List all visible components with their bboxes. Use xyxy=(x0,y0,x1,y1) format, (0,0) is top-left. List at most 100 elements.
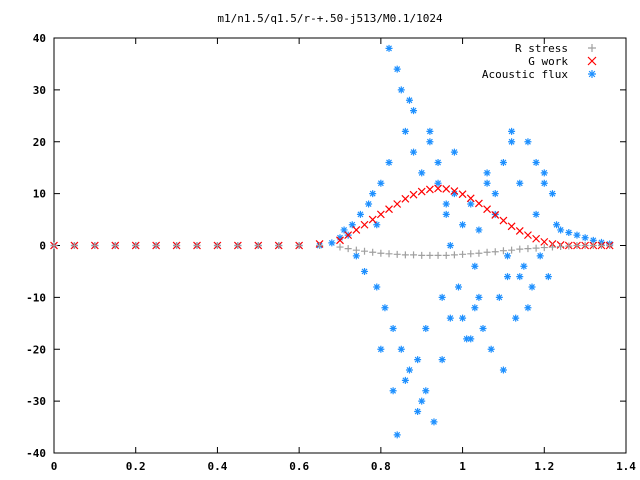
data-point xyxy=(418,251,426,259)
series-r-stress xyxy=(50,242,614,259)
data-point xyxy=(369,190,377,198)
data-point xyxy=(471,262,479,270)
data-point xyxy=(373,283,381,291)
data-point xyxy=(532,234,541,243)
data-point xyxy=(377,249,385,257)
data-point xyxy=(132,242,140,249)
data-point xyxy=(389,325,397,332)
data-point xyxy=(536,252,544,260)
data-point xyxy=(512,314,520,322)
data-point xyxy=(295,242,303,249)
data-point xyxy=(528,283,536,291)
data-point xyxy=(193,242,201,249)
x-tick-label: 0.2 xyxy=(126,460,146,473)
x-tick-label: 0 xyxy=(51,460,58,473)
data-point xyxy=(450,148,458,156)
data-point xyxy=(507,222,516,231)
chart-title: m1/n1.5/q1.5/r-+.50-j513/M0.1/1024 xyxy=(217,12,443,25)
data-point xyxy=(377,179,385,187)
data-point xyxy=(458,190,467,199)
legend-marker xyxy=(588,70,596,78)
data-point xyxy=(483,179,491,187)
data-point xyxy=(467,335,475,343)
series-acoustic-flux xyxy=(50,44,614,439)
data-point xyxy=(459,221,467,229)
y-tick-label: -20 xyxy=(26,343,46,356)
data-point xyxy=(405,96,413,104)
data-point xyxy=(581,234,589,242)
x-tick-label: 1.2 xyxy=(534,460,554,473)
data-point xyxy=(532,159,540,166)
data-point xyxy=(152,242,160,249)
data-point xyxy=(467,250,475,258)
data-point xyxy=(434,179,442,187)
data-point xyxy=(340,226,348,234)
data-point xyxy=(368,215,377,224)
x-tick-label: 1 xyxy=(459,460,466,473)
data-point xyxy=(463,335,471,343)
data-point xyxy=(91,242,99,249)
data-point xyxy=(483,169,491,177)
data-point xyxy=(405,366,413,374)
legend-marker xyxy=(587,56,597,66)
y-tick-label: 40 xyxy=(33,32,46,45)
data-point xyxy=(369,248,377,256)
data-point xyxy=(352,246,360,254)
data-point xyxy=(499,366,507,374)
x-tick-label: 0.4 xyxy=(207,460,227,473)
data-point xyxy=(495,293,503,301)
data-point xyxy=(434,251,442,259)
data-point xyxy=(422,387,430,395)
data-point xyxy=(597,242,605,249)
data-point xyxy=(336,236,344,245)
data-point xyxy=(589,236,597,244)
data-point xyxy=(504,252,512,260)
data-point xyxy=(475,293,483,301)
data-point xyxy=(516,273,524,281)
data-point xyxy=(573,242,581,249)
data-point xyxy=(540,169,548,177)
data-point xyxy=(173,242,181,249)
data-point xyxy=(499,247,507,255)
data-point xyxy=(499,216,508,225)
data-point xyxy=(422,325,430,332)
data-point xyxy=(401,127,409,135)
data-point xyxy=(316,242,324,249)
data-point xyxy=(397,86,405,94)
data-point xyxy=(434,184,442,193)
data-point xyxy=(385,250,393,258)
data-point xyxy=(565,242,573,250)
data-point xyxy=(504,273,512,281)
data-point xyxy=(499,159,507,166)
data-point xyxy=(548,243,556,251)
x-tick-label: 0.6 xyxy=(289,460,309,473)
data-point xyxy=(385,205,393,214)
data-point xyxy=(491,248,499,256)
data-point xyxy=(581,242,589,249)
data-point xyxy=(471,304,479,312)
data-point xyxy=(573,231,581,239)
data-point xyxy=(483,248,491,256)
data-point xyxy=(381,304,389,312)
data-point xyxy=(487,345,495,353)
data-point xyxy=(410,148,418,156)
data-point xyxy=(414,408,422,415)
data-point xyxy=(275,242,283,249)
data-point xyxy=(532,210,540,218)
data-point xyxy=(360,220,369,229)
data-point xyxy=(459,250,467,258)
data-point xyxy=(426,251,434,259)
data-point xyxy=(430,418,438,426)
data-point xyxy=(540,244,548,252)
legend-label: R stress xyxy=(515,42,568,55)
y-tick-label: -10 xyxy=(26,291,46,304)
data-point xyxy=(450,251,458,259)
data-point xyxy=(459,314,467,322)
data-point xyxy=(401,194,410,203)
data-point xyxy=(475,249,483,257)
y-tick-label: -40 xyxy=(26,447,46,460)
data-point xyxy=(483,205,492,214)
data-point xyxy=(450,190,458,198)
data-point xyxy=(446,314,454,322)
